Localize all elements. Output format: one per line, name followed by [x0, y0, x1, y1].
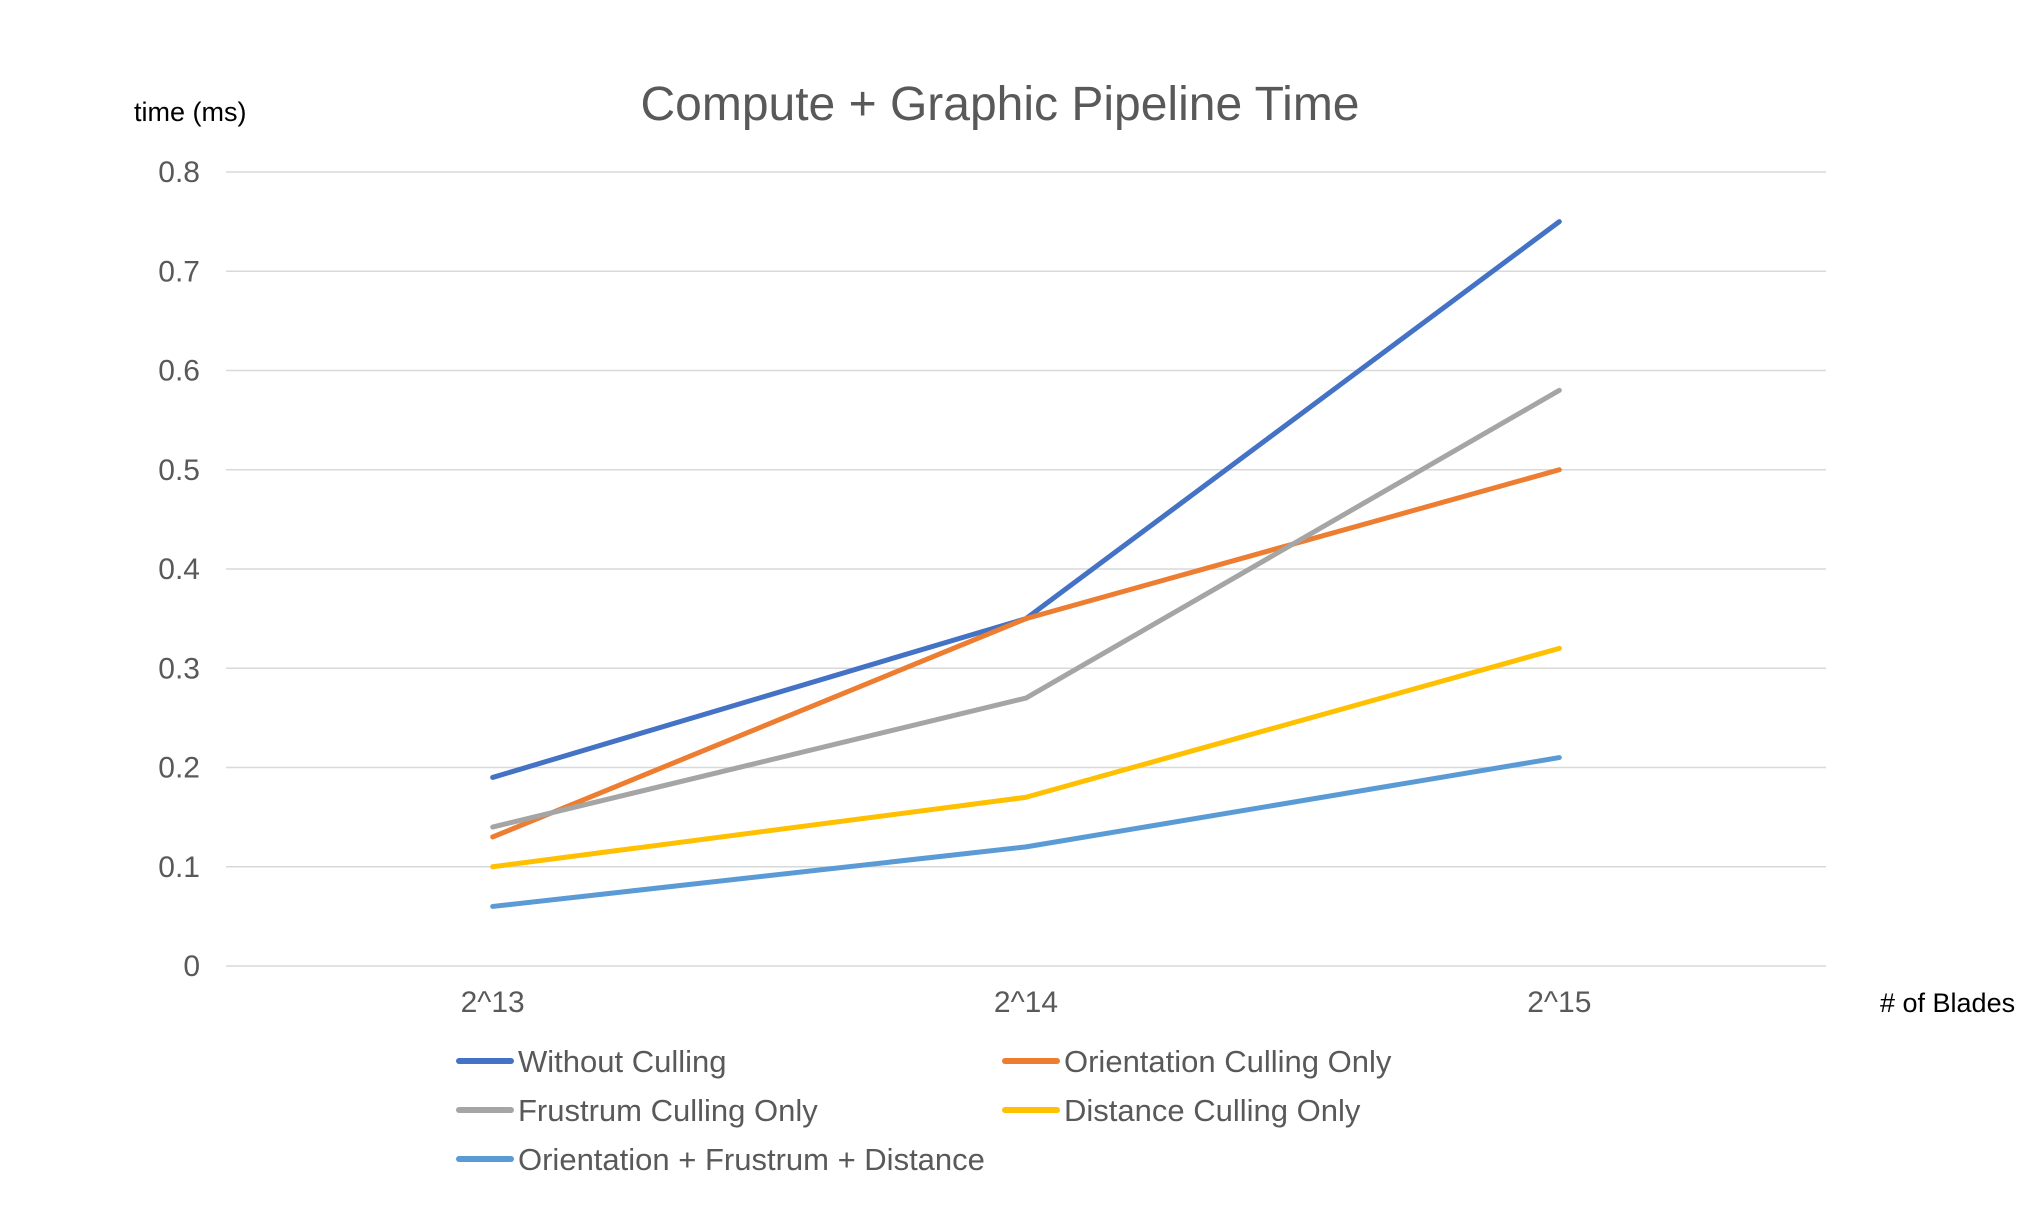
series-line-3 — [490, 387, 1562, 830]
y-tick-label: 0.7 — [158, 255, 200, 288]
y-tick-label: 0.1 — [158, 851, 200, 884]
y-axis-label: time (ms) — [134, 97, 246, 127]
y-tick-label: 0.6 — [158, 355, 200, 388]
series-lines — [490, 219, 1562, 909]
legend-entry-label: Distance Culling Only — [1064, 1093, 1361, 1128]
legend-entry-label: Frustrum Culling Only — [518, 1093, 818, 1128]
legend-entry-label: Orientation + Frustrum + Distance — [518, 1142, 985, 1177]
legend-entry-label: Orientation Culling Only — [1064, 1044, 1392, 1079]
y-tick-label: 0.3 — [158, 652, 200, 685]
y-tick-label: 0.8 — [158, 156, 200, 189]
x-tick-label: 2^13 — [461, 986, 525, 1019]
y-tick-label: 0.5 — [158, 454, 200, 487]
legend-entry-label: Without Culling — [518, 1044, 726, 1079]
series-line-5 — [490, 755, 1562, 909]
y-tick-labels: 0 0.1 0.2 0.3 0.4 0.5 0.6 0.7 0.8 — [158, 156, 200, 983]
x-tick-labels: 2^13 2^14 2^15 — [461, 986, 1592, 1019]
y-tick-label: 0.2 — [158, 752, 200, 785]
x-axis-label: # of Blades — [1880, 988, 2015, 1018]
series-line-4 — [490, 645, 1562, 870]
x-tick-label: 2^14 — [994, 986, 1058, 1019]
legend: Without Culling Orientation Culling Only F… — [456, 1044, 1392, 1177]
chart-title: Compute + Graphic Pipeline Time — [640, 78, 1359, 131]
series-line-2 — [490, 467, 1562, 840]
y-tick-label: 0.4 — [158, 553, 200, 586]
x-tick-label: 2^15 — [1527, 986, 1591, 1019]
y-tick-label: 0 — [183, 950, 200, 983]
